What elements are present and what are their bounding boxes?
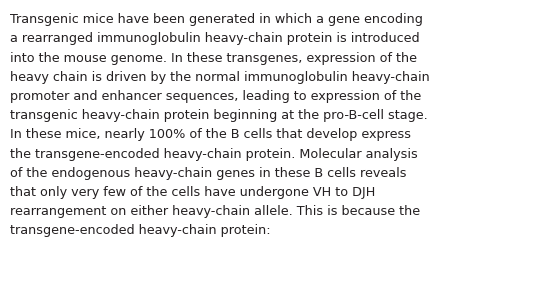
Text: Transgenic mice have been generated in which a gene encoding
a rearranged immuno: Transgenic mice have been generated in w…: [10, 13, 430, 237]
